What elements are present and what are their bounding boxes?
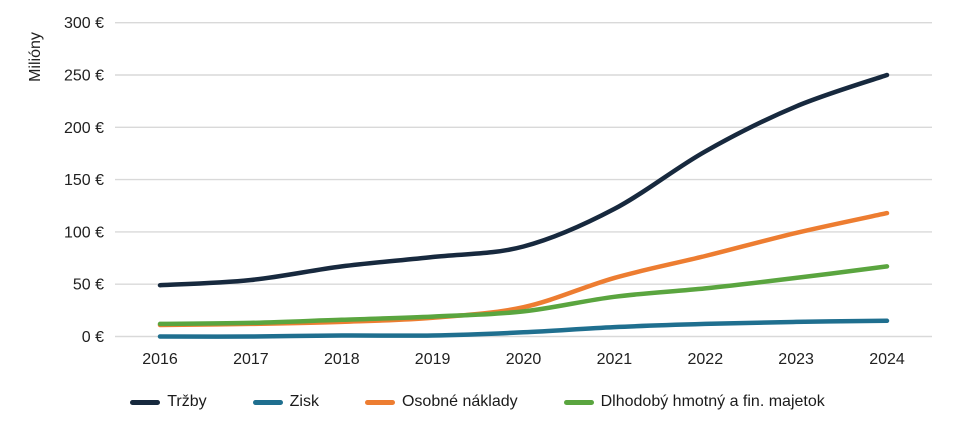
legend-item: Tržby xyxy=(130,393,207,411)
x-tick-label: 2021 xyxy=(597,351,633,368)
x-tick-label: 2017 xyxy=(233,351,269,368)
chart-legend: Tržby Zisk Osobné náklady Dlhodobý hmotn… xyxy=(0,388,955,416)
series-line-dlhodob-hmotn-a-fin-majetok xyxy=(157,264,890,327)
y-tick-label: 150 € xyxy=(64,172,104,189)
x-axis-tick-labels: 2016 2017 2018 2019 2020 2021 2022 2023 2024 xyxy=(142,351,905,368)
y-tick-label: 300 € xyxy=(64,15,104,32)
series-line-tr-by xyxy=(157,72,890,288)
legend-label: Dlhodobý hmotný a fin. majetok xyxy=(600,393,825,410)
legend-line-swatch xyxy=(130,399,161,405)
legend-line-swatch xyxy=(563,399,594,405)
legend-item: Dlhodobý hmotný a fin. majetok xyxy=(563,393,825,411)
legend-label: Zisk xyxy=(289,393,319,410)
legend-item: Osobné náklady xyxy=(364,393,518,411)
series-line-osobn-n-klady xyxy=(157,210,890,328)
y-tick-label: 100 € xyxy=(64,224,104,241)
y-tick-label: 250 € xyxy=(64,68,104,85)
y-axis-tick-labels: 0 € 50 € 100 € 150 € 200 € 250 € 300 € xyxy=(64,15,104,346)
x-tick-label: 2019 xyxy=(415,351,451,368)
legend-label: Tržby xyxy=(167,393,207,410)
legend-label: Osobné náklady xyxy=(401,393,518,410)
x-tick-label: 2022 xyxy=(688,351,724,368)
gridlines-layer xyxy=(115,22,932,338)
legend-line-swatch xyxy=(252,399,283,405)
series-lines-layer xyxy=(157,72,890,339)
x-tick-label: 2024 xyxy=(869,351,905,368)
x-tick-label: 2023 xyxy=(778,351,814,368)
x-tick-label: 2018 xyxy=(324,351,360,368)
y-axis-title: Milióny xyxy=(27,32,44,82)
chart-canvas: 0 €50 €100 €150 €200 €250 €300 € 2016 201… xyxy=(27,15,932,368)
legend-line-swatch xyxy=(364,399,395,405)
legend-item: Zisk xyxy=(252,393,319,411)
y-tick-label: 200 € xyxy=(64,120,104,137)
x-tick-label: 2016 xyxy=(142,351,178,368)
y-tick-label: 0 € xyxy=(82,329,104,346)
x-tick-label: 2020 xyxy=(506,351,542,368)
y-tick-label: 50 € xyxy=(73,277,104,294)
series-line-zisk xyxy=(157,318,890,339)
